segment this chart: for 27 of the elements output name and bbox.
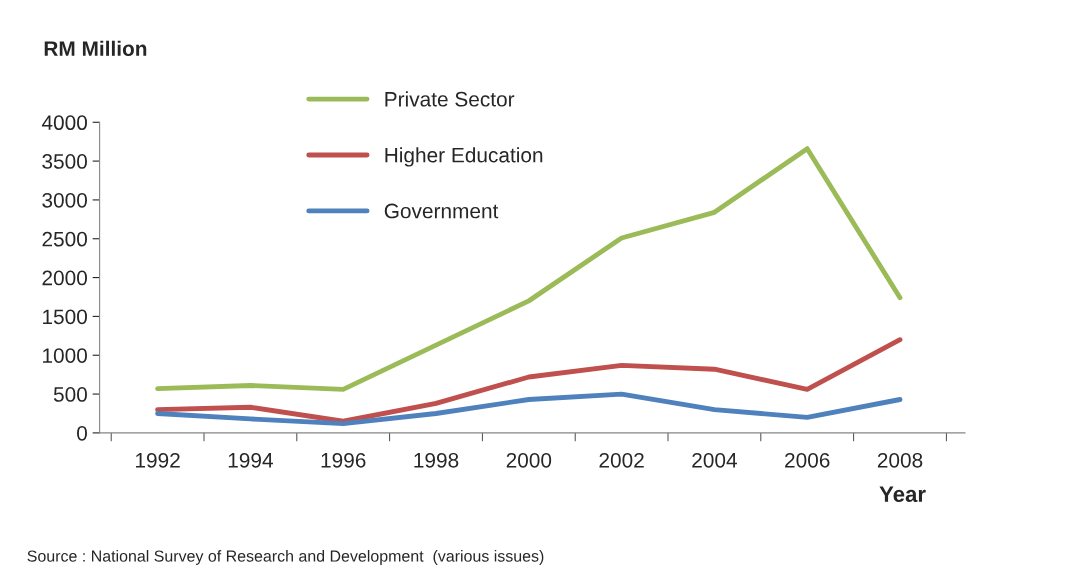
x-axis-title: Year (879, 486, 926, 503)
source-note: Source : National Survey of Research and Development (various issues) (27, 550, 544, 565)
y-tick-label: 1500 (43, 309, 87, 325)
y-tick-label: 0 (77, 425, 87, 441)
x-tick-label: 2002 (599, 452, 644, 468)
x-tick-label: 2000 (506, 452, 552, 468)
legend-label: Government (384, 203, 499, 219)
y-tick-label: 500 (53, 387, 87, 402)
y-tick-label: 1000 (43, 348, 87, 363)
x-tick-label: 2006 (785, 452, 830, 468)
y-tick-label: 4000 (41, 115, 87, 131)
x-tick-label: 1996 (321, 452, 366, 468)
x-tick-label: 2008 (877, 452, 923, 468)
y-tick-label: 3500 (42, 154, 87, 169)
x-tick-label: 1994 (228, 452, 273, 468)
line-series (155, 391, 903, 427)
x-tick-label: 2004 (692, 452, 737, 468)
x-tick-label: 1998 (414, 452, 459, 468)
line-series (155, 146, 903, 392)
legend-label: Higher Education (385, 147, 543, 167)
y-tick-label: 2500 (42, 231, 87, 247)
legend-label: Private Sector (385, 91, 515, 107)
y-tick-label: 2000 (42, 270, 87, 286)
line-series (155, 337, 903, 424)
x-tick-label: 1992 (136, 452, 180, 468)
y-axis-title: RM Million (44, 40, 147, 57)
y-tick-label: 3000 (42, 192, 87, 208)
